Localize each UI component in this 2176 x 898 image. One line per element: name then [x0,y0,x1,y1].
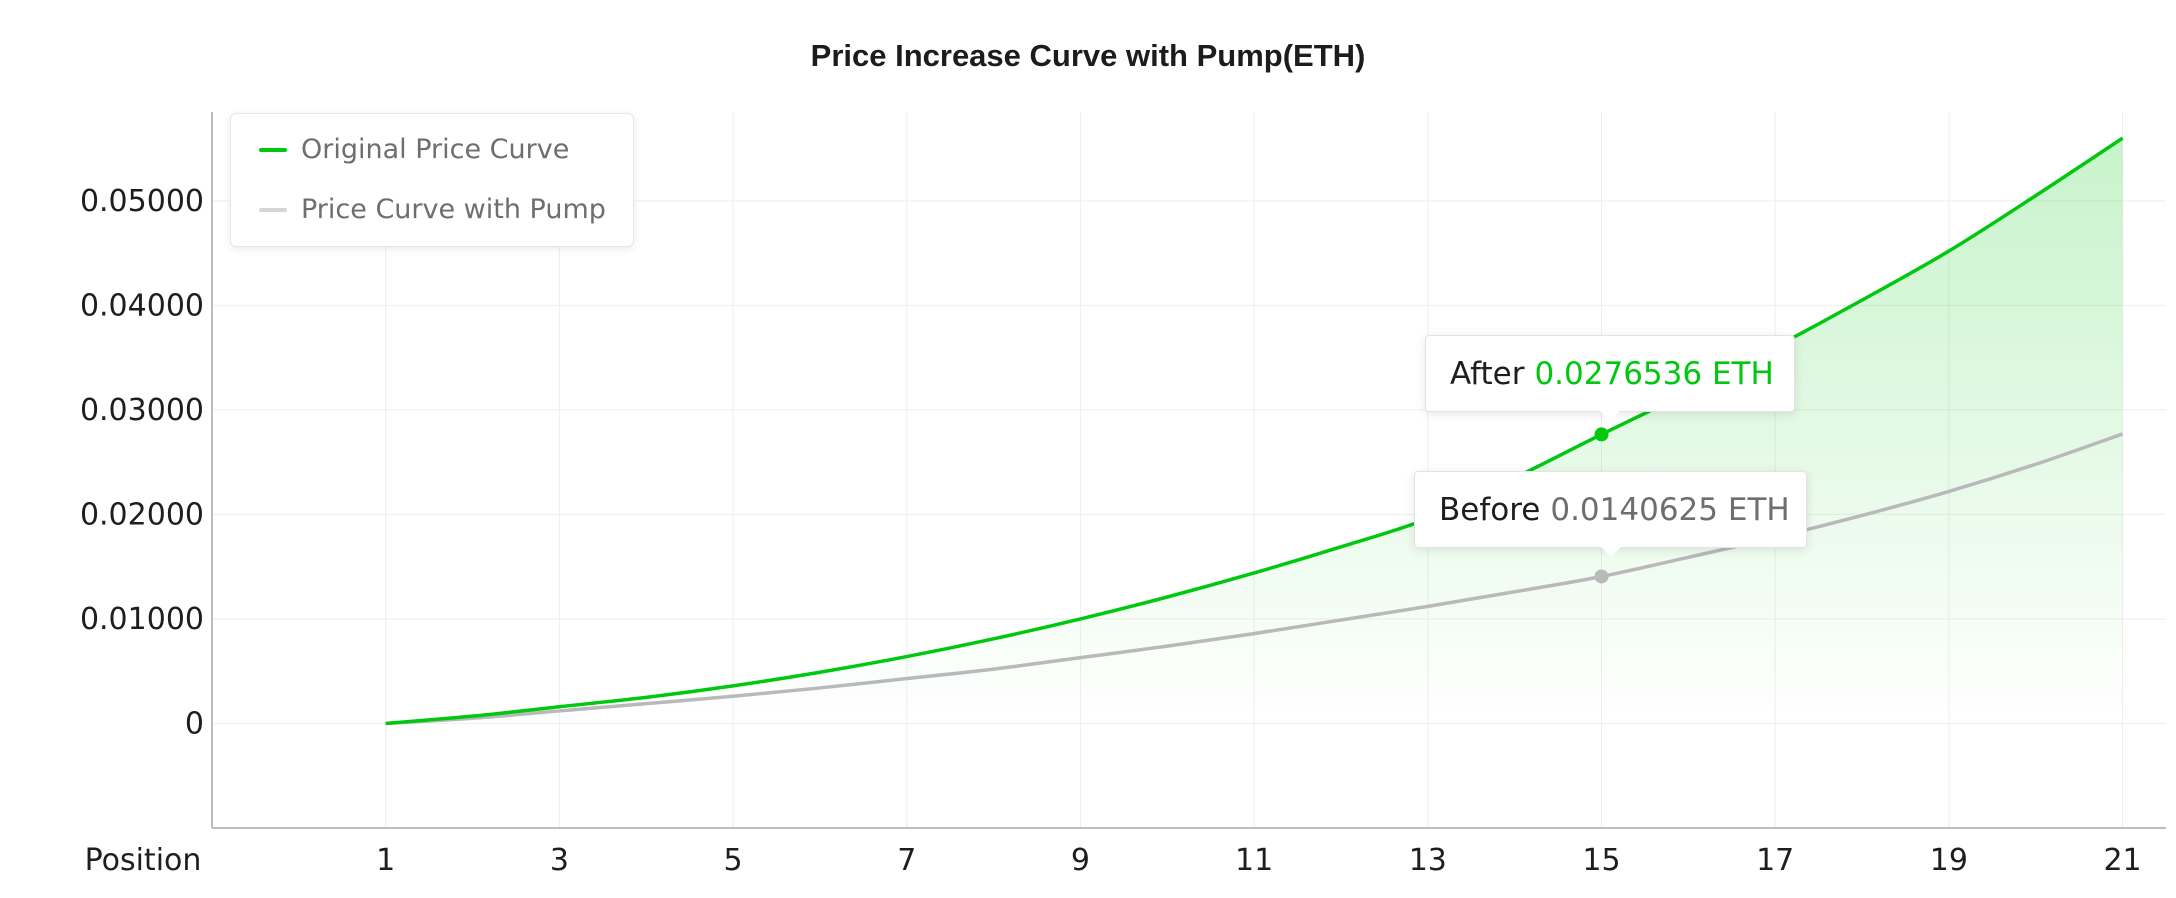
y-tick-label-4: 0.04000 [80,288,204,323]
y-tick-label-5: 0.05000 [80,184,204,219]
series-line-price-curve-with-pump[interactable] [385,432,2124,726]
x-tick-label-5: 5 [724,843,743,878]
chart-title: Price Increase Curve with Pump(ETH) [810,38,1366,73]
chart-legend: Original Price Curve Price Curve with Pu… [230,113,634,247]
legend-label-pump: Price Curve with Pump [301,194,606,225]
tooltip-before-value: 0.0140625 ETH [1550,491,1790,528]
x-tick-label-19: 19 [1930,843,1968,878]
highlight-point-after[interactable] [1594,427,1609,442]
x-tick-label-9: 9 [1071,843,1090,878]
legend-item-original[interactable]: Original Price Curve [259,134,569,165]
highlight-point-before[interactable] [1594,569,1609,584]
tooltip-after: After 0.0276536 ETH [1425,335,1795,421]
tooltip-after-label: After [1450,355,1525,392]
x-tick-label-1: 1 [376,843,395,878]
legend-item-pump[interactable]: Price Curve with Pump [259,194,606,225]
tooltip-before: Before 0.0140625 ETH [1414,471,1807,557]
x-tick-label-11: 11 [1235,843,1273,878]
tooltip-after-value: 0.0276536 ETH [1534,355,1774,392]
series-line-original-price-curve[interactable] [385,136,2124,726]
y-tick-label-0: 0 [185,706,204,741]
y-tick-label-2: 0.02000 [80,497,204,532]
x-tick-label-3: 3 [550,843,569,878]
y-tick-label-3: 0.03000 [80,393,204,428]
x-tick-label-21: 21 [2103,843,2141,878]
x-tick-label-17: 17 [1756,843,1794,878]
x-axis-label: Position [85,843,202,878]
x-tick-label-13: 13 [1409,843,1447,878]
original-curve-area [385,138,2123,724]
legend-swatch-original [259,147,287,152]
tooltip-before-label: Before [1439,491,1541,528]
x-tick-label-15: 15 [1582,843,1620,878]
x-tick-label-7: 7 [897,843,916,878]
y-tick-label-1: 0.01000 [80,602,204,637]
legend-swatch-pump [259,207,287,212]
legend-label-original: Original Price Curve [301,134,570,165]
